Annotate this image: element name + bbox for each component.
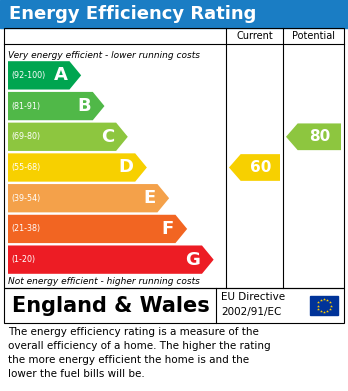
Text: (69-80): (69-80) xyxy=(11,132,40,141)
Text: Not energy efficient - higher running costs: Not energy efficient - higher running co… xyxy=(8,276,200,285)
Polygon shape xyxy=(8,215,187,243)
Text: E: E xyxy=(143,189,156,207)
Text: A: A xyxy=(54,66,68,84)
Text: Very energy efficient - lower running costs: Very energy efficient - lower running co… xyxy=(8,50,200,59)
Text: 60: 60 xyxy=(250,160,271,175)
Polygon shape xyxy=(8,246,214,274)
Text: Current: Current xyxy=(236,31,273,41)
Text: (1-20): (1-20) xyxy=(11,255,35,264)
Text: (55-68): (55-68) xyxy=(11,163,40,172)
Text: England & Wales: England & Wales xyxy=(12,296,210,316)
Text: (81-91): (81-91) xyxy=(11,102,40,111)
Text: Potential: Potential xyxy=(292,31,335,41)
Polygon shape xyxy=(8,123,128,151)
Text: D: D xyxy=(118,158,133,176)
Text: G: G xyxy=(185,251,200,269)
Text: C: C xyxy=(101,128,114,146)
Text: The energy efficiency rating is a measure of the
overall efficiency of a home. T: The energy efficiency rating is a measur… xyxy=(8,327,271,379)
Polygon shape xyxy=(8,184,169,212)
Text: (92-100): (92-100) xyxy=(11,71,45,80)
Polygon shape xyxy=(229,154,280,181)
Text: Energy Efficiency Rating: Energy Efficiency Rating xyxy=(9,5,256,23)
Bar xyxy=(4,28,344,288)
Bar xyxy=(310,296,338,315)
Polygon shape xyxy=(8,92,104,120)
Text: 80: 80 xyxy=(309,129,330,144)
Text: (39-54): (39-54) xyxy=(11,194,40,203)
Polygon shape xyxy=(8,153,147,182)
Text: F: F xyxy=(161,220,173,238)
Bar xyxy=(4,288,344,323)
Text: (21-38): (21-38) xyxy=(11,224,40,233)
Bar xyxy=(0,0,348,28)
Text: B: B xyxy=(77,97,91,115)
Polygon shape xyxy=(8,61,81,90)
Text: EU Directive
2002/91/EC: EU Directive 2002/91/EC xyxy=(221,292,285,316)
Polygon shape xyxy=(286,124,341,150)
